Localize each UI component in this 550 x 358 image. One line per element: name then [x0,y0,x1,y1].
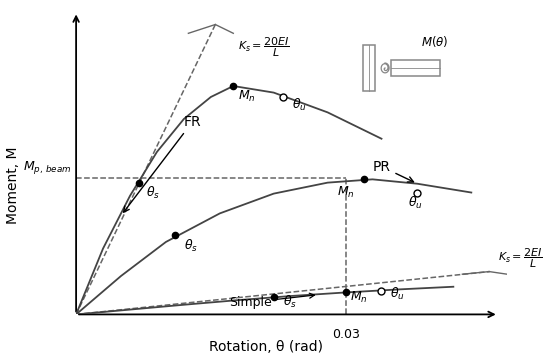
Text: Moment, M: Moment, M [6,146,20,224]
Text: $M_n$: $M_n$ [337,185,354,200]
Text: $\theta_s$: $\theta_s$ [184,238,198,254]
Text: PR: PR [372,160,414,182]
Text: $M_n$: $M_n$ [238,89,256,105]
Text: $\theta_s$: $\theta_s$ [283,294,296,310]
Text: Simple: Simple [229,293,315,309]
Text: Rotation, θ (rad): Rotation, θ (rad) [209,340,323,354]
Text: FR: FR [124,115,201,212]
Text: $M_{p,\,beam}$: $M_{p,\,beam}$ [23,159,72,176]
Text: $M_n$: $M_n$ [350,290,368,305]
Text: $K_s=\dfrac{20EI}{L}$: $K_s=\dfrac{20EI}{L}$ [238,35,289,59]
Text: 0.03: 0.03 [332,328,360,340]
Text: $\theta_s$: $\theta_s$ [146,185,160,201]
Bar [363,45,375,91]
Text: $\theta_u$: $\theta_u$ [390,286,405,303]
Text: $K_s=\dfrac{2EI}{L}$: $K_s=\dfrac{2EI}{L}$ [498,247,543,271]
Text: $M(\theta)$: $M(\theta)$ [421,34,448,49]
Text: $\theta_u$: $\theta_u$ [409,195,424,211]
Bar [390,60,440,76]
Text: $\theta_u$: $\theta_u$ [292,97,306,113]
